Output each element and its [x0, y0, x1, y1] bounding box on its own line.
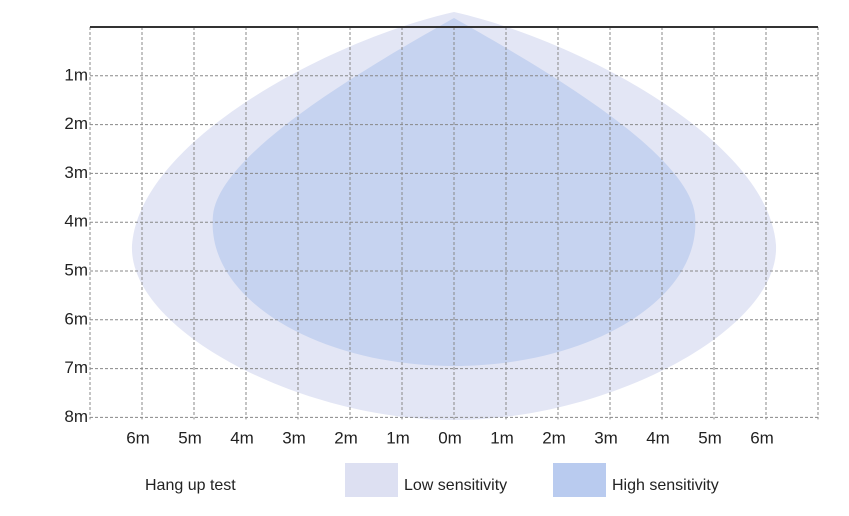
- y-label: 6m: [64, 309, 88, 328]
- x-label: 3m: [594, 428, 618, 447]
- y-label: 3m: [64, 163, 88, 182]
- legend-swatch-high: [553, 463, 606, 497]
- x-label: 2m: [334, 428, 358, 447]
- x-label: 4m: [646, 428, 670, 447]
- legend-swatch-low: [345, 463, 398, 497]
- y-label: 7m: [64, 358, 88, 377]
- legend-title: Hang up test: [145, 477, 236, 494]
- x-label: 1m: [490, 428, 514, 447]
- x-label: 5m: [698, 428, 722, 447]
- y-label: 5m: [64, 260, 88, 279]
- legend-high: High sensitivity: [612, 477, 719, 494]
- x-label: 2m: [542, 428, 566, 447]
- x-label: 3m: [282, 428, 306, 447]
- x-label: 5m: [178, 428, 202, 447]
- x-label: 1m: [386, 428, 410, 447]
- y-label: 2m: [64, 114, 88, 133]
- x-label: 0m: [438, 428, 462, 447]
- x-label: 6m: [126, 428, 150, 447]
- y-label: 8m: [64, 407, 88, 426]
- x-label: 4m: [230, 428, 254, 447]
- x-label: 6m: [750, 428, 774, 447]
- y-label: 4m: [64, 212, 88, 231]
- grid: [89, 27, 819, 420]
- y-label: 1m: [64, 65, 88, 84]
- legend-low: Low sensitivity: [404, 477, 507, 494]
